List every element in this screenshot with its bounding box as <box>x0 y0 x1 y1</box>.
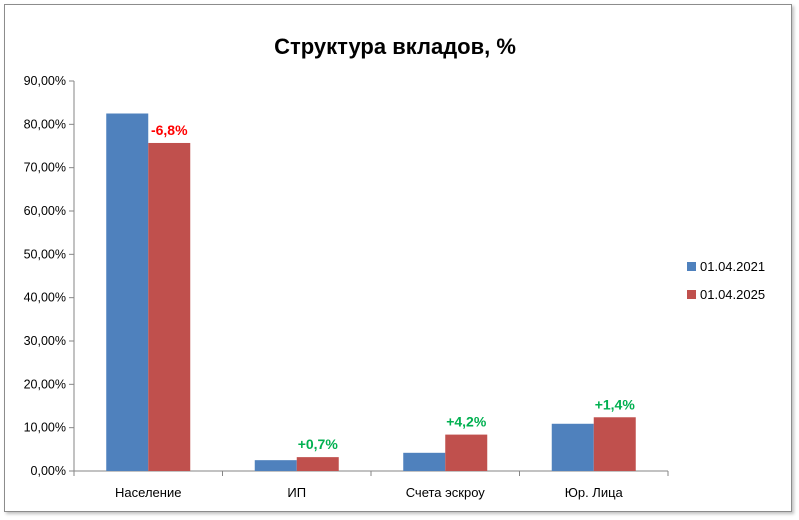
y-tick-label: 90,00% <box>24 74 66 88</box>
y-tick-label: 30,00% <box>24 334 66 348</box>
y-tick-label: 60,00% <box>24 204 66 218</box>
y-tick-label: 80,00% <box>24 117 66 131</box>
y-tick-label: 20,00% <box>24 377 66 391</box>
data-label: +4,2% <box>446 414 487 430</box>
y-tick-label: 50,00% <box>24 247 66 261</box>
x-tick-label: Юр. Лица <box>565 485 624 500</box>
bar <box>106 113 149 471</box>
x-axis: Население ИП Счета эскроу Юр. Лица <box>73 470 669 500</box>
bar <box>403 452 446 471</box>
data-label: +1,4% <box>595 396 636 412</box>
y-tick-label: 0,00% <box>31 464 66 478</box>
bar <box>254 460 297 471</box>
legend-label: 01.04.2025 <box>700 287 765 302</box>
data-label: -6,8% <box>151 122 188 138</box>
chart-title: Структура вкладов, % <box>274 34 516 59</box>
bars-group <box>106 113 636 471</box>
data-label: +0,7% <box>298 436 339 452</box>
bar <box>551 423 594 471</box>
bar <box>296 457 339 471</box>
legend-swatch <box>687 262 696 271</box>
y-axis: 0,00% 10,00% 20,00% 30,00% 40,00% 50,00% 60,00… <box>24 74 75 478</box>
bar <box>445 434 488 471</box>
legend-label: 01.04.2021 <box>700 259 765 274</box>
x-tick-label: ИП <box>287 485 306 500</box>
bar <box>148 142 191 471</box>
x-tick-label: Население <box>115 485 181 500</box>
y-tick-label: 40,00% <box>24 291 66 305</box>
y-tick-label: 70,00% <box>24 161 66 175</box>
legend-swatch <box>687 290 696 299</box>
y-tick-label: 10,00% <box>24 421 66 435</box>
x-tick-label: Счета эскроу <box>406 485 486 500</box>
data-labels-group: -6,8% +0,7% +4,2% +1,4% <box>151 122 635 452</box>
bar <box>593 417 636 471</box>
legend: 01.04.2021 01.04.2025 <box>687 259 765 302</box>
